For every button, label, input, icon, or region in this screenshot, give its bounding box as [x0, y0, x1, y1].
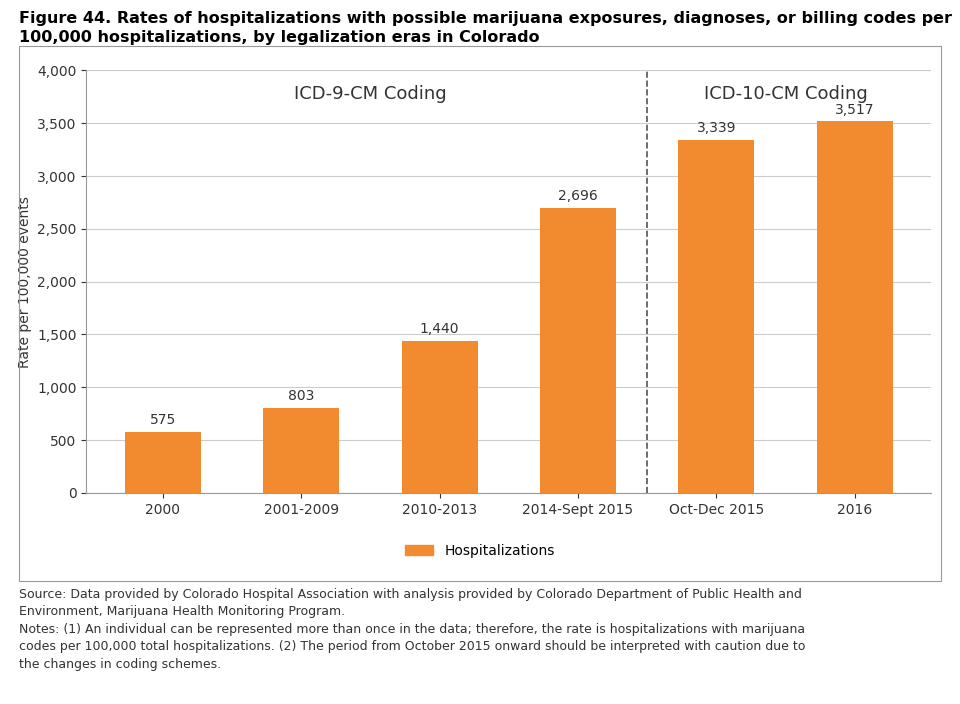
Text: Source: Data provided by Colorado Hospital Association with analysis provided by: Source: Data provided by Colorado Hospit…	[19, 588, 805, 671]
Bar	[401, 341, 478, 493]
Text: 575: 575	[150, 413, 176, 427]
Text: 1,440: 1,440	[420, 322, 460, 336]
Bar	[125, 432, 201, 493]
Text: 100,000 hospitalizations, by legalization eras in Colorado: 100,000 hospitalizations, by legalizatio…	[19, 30, 540, 44]
Bar	[263, 408, 339, 493]
Text: 3,339: 3,339	[697, 122, 736, 135]
Text: Figure 44. Rates of hospitalizations with possible marijuana exposures, diagnose: Figure 44. Rates of hospitalizations wit…	[19, 11, 952, 25]
Text: 3,517: 3,517	[835, 103, 875, 117]
Bar	[679, 140, 755, 493]
Text: 2,696: 2,696	[558, 189, 598, 203]
Text: ICD-9-CM Coding: ICD-9-CM Coding	[294, 84, 446, 103]
Legend: Hospitalizations: Hospitalizations	[399, 538, 561, 563]
Bar	[540, 208, 616, 493]
Bar	[817, 121, 893, 493]
Y-axis label: Rate per 100,000 events: Rate per 100,000 events	[17, 196, 32, 367]
Text: 803: 803	[288, 389, 315, 403]
Text: ICD-10-CM Coding: ICD-10-CM Coding	[704, 84, 868, 103]
